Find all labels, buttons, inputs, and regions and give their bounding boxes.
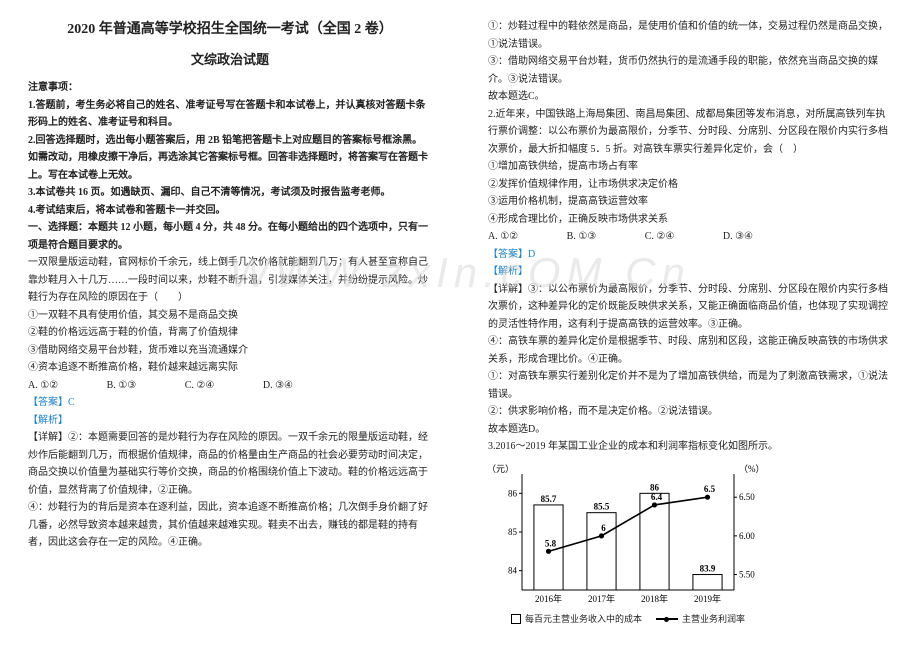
notice-1: 1.答题前，考生务必将自己的姓名、准考证号写在答题卡和本试卷上，并认真核对答题卡… — [28, 97, 432, 132]
svg-text:2018年: 2018年 — [641, 593, 668, 604]
left-column: 2020 年普通高等学校招生全国统一考试（全国 2 卷） 文综政治试题 注意事项… — [0, 0, 460, 650]
q2-B: B. ①③ — [567, 228, 597, 246]
q2-analysis-1: 【详解】③：以公布票价为最高限价，分季节、分时段、分席别、分区段在限价内实行多档… — [488, 281, 892, 334]
q1-opt1: ①一双鞋不具有使用价值，其交易不是商品交换 — [28, 307, 432, 325]
q1-analysis-r3: 故本题选C。 — [488, 88, 892, 106]
q1-stem: 一双限量版运动鞋，官网标价千余元，线上倒手几次价格就能翻到几万；有人甚至宣称自己… — [28, 254, 432, 307]
right-column: ①：炒鞋过程中的鞋依然是商品，是使用价值和价值的统一体，交易过程仍然是商品交换，… — [460, 0, 920, 650]
q2-D: D. ③④ — [723, 228, 753, 246]
notice-4: 4.考试结束后，将本试卷和答题卡一并交回。 — [28, 202, 432, 220]
q1-B: B. ①③ — [107, 377, 137, 395]
svg-text:85.5: 85.5 — [594, 501, 610, 511]
notice-head: 注意事项： — [28, 79, 432, 97]
q2-options: A. ①② B. ①③ C. ②④ D. ③④ — [488, 228, 892, 246]
svg-text:84: 84 — [508, 565, 518, 575]
q2-opt4: ④形成合理比价，正确反映市场供求关系 — [488, 211, 892, 229]
q2-A: A. ①② — [488, 228, 518, 246]
svg-text:6.00: 6.00 — [739, 530, 755, 540]
svg-text:2016年: 2016年 — [535, 593, 562, 604]
svg-text:6: 6 — [601, 522, 606, 532]
title-main: 2020 年普通高等学校招生全国统一考试（全国 2 卷） — [28, 18, 432, 43]
chart-svg: 86 85 84 （元） 6.50 6.00 5.50 （%） 85.7 2016年 85.5 201… — [488, 460, 768, 610]
svg-text:2017年: 2017年 — [588, 593, 615, 604]
legend-bar-label: 每百元主营业务收入中的成本 — [525, 612, 642, 628]
legend-bar-icon — [511, 614, 521, 624]
q1-analysis-head: 【解析】 — [28, 412, 432, 430]
svg-text:（%）: （%） — [739, 464, 765, 474]
q1-analysis-r2: ③：借助网络交易平台炒鞋，货币仍然执行的是流通手段的职能，依然充当商品交换的媒介… — [488, 53, 892, 88]
q2-opt2: ②发挥价值规律作用，让市场供求决定价格 — [488, 176, 892, 194]
q1-analysis-2: ④：炒鞋行为的背后是资本在逐利益，因此，资本追逐不断推高价格；几次倒手身价翻了好… — [28, 499, 432, 552]
legend-line-icon — [656, 618, 678, 620]
q2-analysis-2: ④：高铁车票的差异化定价是根据季节、时段、席别和区段，这能正确反映高铁的市场供求… — [488, 333, 892, 368]
svg-text:86: 86 — [650, 482, 660, 492]
svg-text:85.7: 85.7 — [541, 493, 557, 503]
notice-2: 2.回答选择题时，选出每小题答案后，用 2B 铅笔把答题卡上对应题目的答案标号框… — [28, 132, 432, 185]
q1-A: A. ①② — [28, 377, 58, 395]
svg-text:6.5: 6.5 — [704, 484, 716, 494]
q1-options: A. ①② B. ①③ C. ②④ D. ③④ — [28, 377, 432, 395]
svg-text:（元）: （元） — [488, 464, 514, 474]
q3-stem: 3.2016～2019 年某国工业企业的成本和利润率指标变化如图所示。 — [488, 438, 892, 456]
chart-legend: 每百元主营业务收入中的成本 主营业务利润率 — [488, 612, 768, 628]
section-1-head: 一、选择题：本题共 12 小题，每小题 4 分，共 48 分。在每小题给出的四个… — [28, 219, 432, 254]
q1-analysis-1: 【详解】②：本题需要回答的是炒鞋行为存在风险的原因。一双千余元的限量版运动鞋，经… — [28, 429, 432, 499]
q1-answer: 【答案】C — [28, 394, 432, 412]
q1-opt2: ②鞋的价格远远高于鞋的价值，背离了价值规律 — [28, 324, 432, 342]
q1-opt4: ④资本追逐不断推高价格，鞋价越来越远离实际 — [28, 359, 432, 377]
svg-text:5.8: 5.8 — [545, 538, 557, 548]
svg-text:6.50: 6.50 — [739, 492, 755, 502]
q1-opt3: ③借助网络交易平台炒鞋，货币难以充当流通媒介 — [28, 342, 432, 360]
title-sub: 文综政治试题 — [28, 49, 432, 72]
q1-analysis-r1: ①：炒鞋过程中的鞋依然是商品，是使用价值和价值的统一体，交易过程仍然是商品交换，… — [488, 18, 892, 53]
q2-analysis-3: ①：对高铁车票实行差别化定价并不是为了增加高铁供给，而是为了刺激高铁需求，①说法… — [488, 368, 892, 403]
legend-line-label: 主营业务利润率 — [682, 612, 745, 628]
chart-combo: 86 85 84 （元） 6.50 6.00 5.50 （%） 85.7 2016年 85.5 201… — [488, 460, 768, 630]
q2-answer: 【答案】D — [488, 246, 892, 264]
svg-text:6.4: 6.4 — [651, 491, 663, 501]
svg-text:2019年: 2019年 — [694, 593, 721, 604]
q1-C: C. ②④ — [185, 377, 215, 395]
q2-analysis-4: ②：供求影响价格，而不是决定价格。②说法错误。 — [488, 403, 892, 421]
svg-text:86: 86 — [508, 488, 518, 498]
q2-stem: 2.近年来，中国铁路上海局集团、南昌局集团、成都局集团等发布消息，对所属高铁列车… — [488, 106, 892, 159]
q2-C: C. ②④ — [645, 228, 675, 246]
legend-bar: 每百元主营业务收入中的成本 — [511, 612, 642, 628]
notice-3: 3.本试卷共 16 页。如遇缺页、漏印、自己不清等情况，考试须及时报告监考老师。 — [28, 184, 432, 202]
q1-D: D. ③④ — [263, 377, 293, 395]
svg-text:5.50: 5.50 — [739, 569, 755, 579]
q2-opt1: ①增加高铁供给，提高市场占有率 — [488, 158, 892, 176]
svg-text:83.9: 83.9 — [700, 563, 716, 573]
q2-analysis-head: 【解析】 — [488, 263, 892, 281]
q2-analysis-5: 故本题选D。 — [488, 421, 892, 439]
legend-line: 主营业务利润率 — [656, 612, 745, 628]
svg-text:85: 85 — [508, 527, 518, 537]
q2-opt3: ③运用价格机制，提高高铁运营效率 — [488, 193, 892, 211]
